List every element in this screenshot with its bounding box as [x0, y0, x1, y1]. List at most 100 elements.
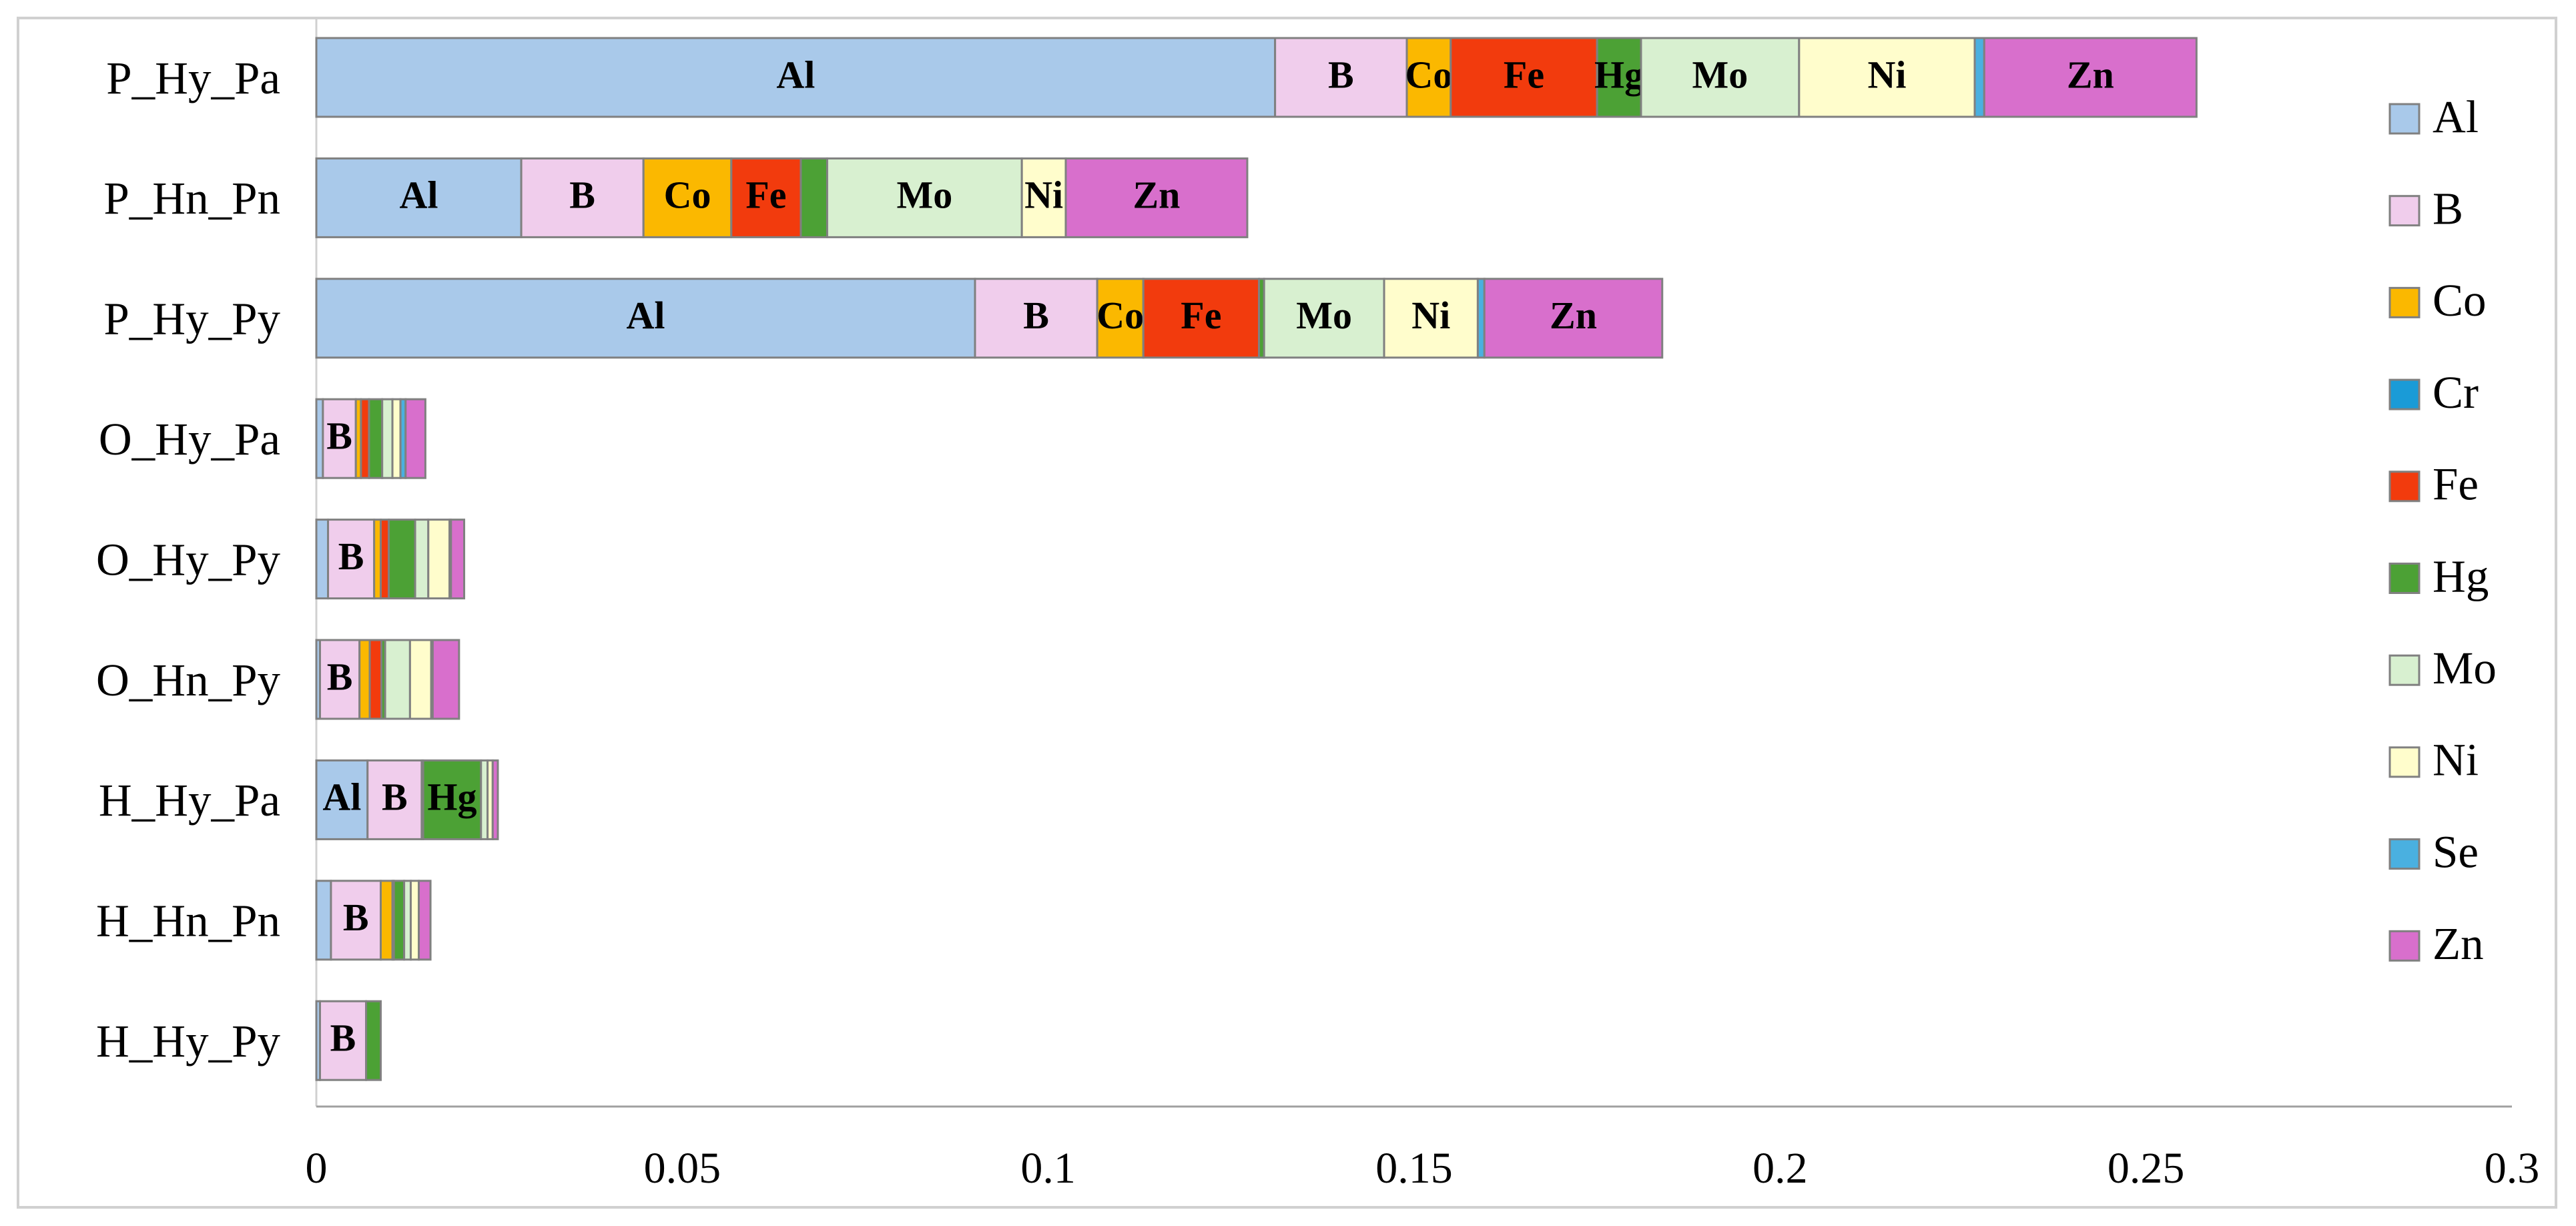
segment-label: Zn: [1550, 294, 1597, 337]
bar-segment: [408, 639, 432, 720]
segment-label: B: [1023, 294, 1049, 337]
segment-label: Co: [664, 174, 711, 217]
bar-segment: [1483, 278, 1664, 359]
y-tick-label: O_Hn_Py: [96, 655, 281, 705]
bar-segment: [1020, 157, 1067, 238]
x-tick-label: 0.2: [1752, 1144, 1808, 1193]
y-tick-label: O_Hy_Py: [96, 534, 281, 585]
segment-label: Co: [1096, 294, 1144, 337]
legend-label: B: [2433, 184, 2463, 234]
segment-label: Ni: [1024, 174, 1063, 217]
segment-label: B: [326, 414, 352, 458]
bar-segment: [1064, 157, 1249, 238]
x-tick-label: 0.05: [644, 1144, 721, 1193]
bar-segment: [1983, 37, 2198, 118]
legend-swatch: [2388, 286, 2421, 318]
bar-segment: [327, 519, 376, 600]
bar-segment: [380, 880, 394, 961]
segment-label: Mo: [1296, 294, 1352, 337]
y-tick-label: P_Hy_Py: [103, 294, 280, 344]
bar-segment: [315, 278, 976, 359]
x-tick-label: 0: [306, 1144, 328, 1193]
legend-label: Co: [2433, 275, 2487, 326]
segment-label: B: [1328, 53, 1354, 96]
bar-segment: [826, 157, 1023, 238]
y-tick-label: H_Hy_Pa: [99, 775, 280, 826]
legend-label: Fe: [2433, 459, 2479, 510]
bar-segment: [322, 398, 357, 479]
bar-segment: [315, 759, 369, 840]
legend-swatch: [2388, 471, 2421, 503]
bar-segment: [422, 759, 482, 840]
y-tick-label: O_Hy_Pa: [99, 414, 280, 465]
bar-segment: [391, 398, 402, 479]
bar-segment: [318, 639, 361, 720]
legend-label: Hg: [2433, 551, 2489, 601]
legend-label: Mo: [2433, 643, 2497, 693]
legend-swatch: [2388, 930, 2421, 962]
bar-segment: [315, 157, 523, 238]
bar-segment: [380, 519, 390, 600]
legend-label: Al: [2433, 91, 2479, 142]
segment-label: Al: [776, 53, 815, 96]
legend-swatch: [2388, 195, 2421, 227]
bar-segment: [366, 759, 423, 840]
segment-label: Fe: [745, 174, 786, 217]
segment-label: B: [338, 535, 364, 578]
x-tick-label: 0.1: [1020, 1144, 1076, 1193]
bar-segment: [360, 398, 370, 479]
bar-segment: [1405, 37, 1452, 118]
segment-label: Al: [322, 776, 361, 819]
bar-segment: [368, 398, 384, 479]
segment-label: Fe: [1504, 53, 1544, 96]
bar-segment: [330, 880, 382, 961]
bar-segment: [450, 519, 466, 600]
bar-segment: [520, 157, 645, 238]
y-tick-label: H_Hy_Py: [96, 1016, 281, 1066]
bar-segment: [431, 639, 460, 720]
segment-label: Zn: [1133, 174, 1180, 217]
bar-segment: [1973, 37, 1985, 118]
bar-segment: [1263, 278, 1385, 359]
bar-segment: [315, 37, 1277, 118]
segment-label: B: [382, 776, 408, 819]
x-tick-label: 0.25: [2108, 1144, 2185, 1193]
segment-label: Mo: [896, 174, 952, 217]
segment-label: Fe: [1181, 294, 1221, 337]
bar-segment: [404, 398, 426, 479]
bar-segment: [418, 880, 432, 961]
segment-label: Zn: [2067, 53, 2114, 96]
bar-segment: [368, 639, 383, 720]
segment-label: Mo: [1692, 53, 1748, 96]
bar-segment: [358, 639, 371, 720]
legend-swatch: [2388, 654, 2421, 686]
legend-label: Ni: [2433, 735, 2479, 786]
bar-segment: [427, 519, 451, 600]
bar-segment: [1142, 278, 1261, 359]
segment-label: Co: [1405, 53, 1452, 96]
bar-segment: [392, 880, 406, 961]
bar-segment: [1798, 37, 1976, 118]
bar-segment: [1274, 37, 1408, 118]
segment-label: B: [343, 896, 369, 939]
segment-label: Ni: [1411, 294, 1450, 337]
legend-label: Se: [2433, 826, 2479, 877]
y-tick-label: P_Hn_Pn: [103, 173, 280, 224]
y-tick-label: P_Hy_Pa: [106, 53, 280, 103]
bar-segment: [1640, 37, 1801, 118]
x-tick-label: 0.3: [2485, 1144, 2540, 1193]
x-tick-label: 0.15: [1375, 1144, 1453, 1193]
legend-swatch: [2388, 746, 2421, 778]
bar-segment: [315, 880, 332, 961]
bar-segment: [388, 519, 416, 600]
bar-segment: [384, 639, 411, 720]
segment-label: B: [327, 655, 353, 698]
legend-swatch: [2388, 838, 2421, 870]
bar-segment: [491, 759, 499, 840]
segment-label: Hg: [427, 776, 476, 819]
bar-segment: [974, 278, 1098, 359]
legend-label: Zn: [2433, 918, 2484, 969]
segment-label: Hg: [1594, 53, 1644, 96]
